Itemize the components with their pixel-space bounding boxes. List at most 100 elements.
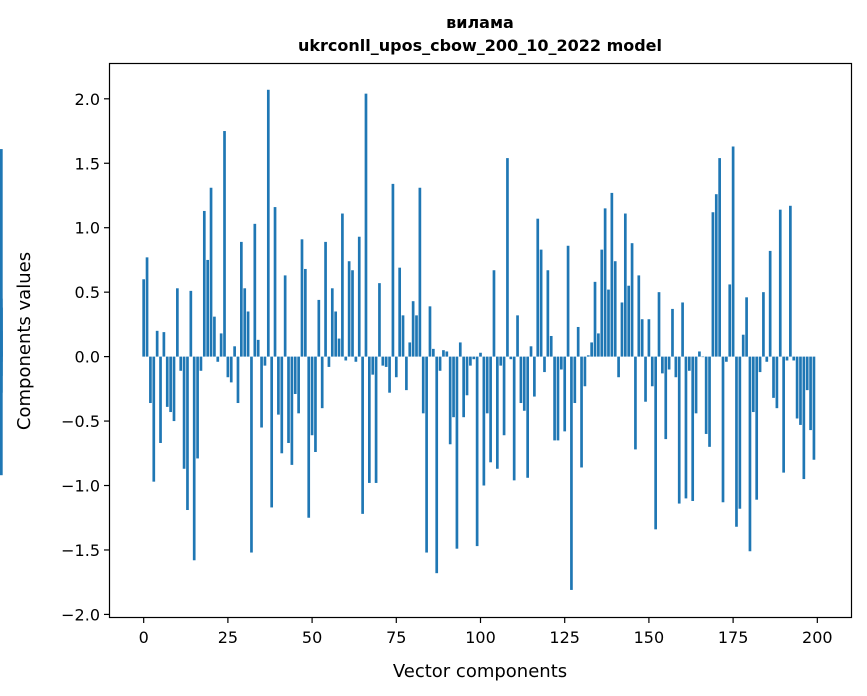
bar-157 <box>671 308 674 357</box>
y-tick-label-2: −1.0 <box>61 477 100 496</box>
bar-132 <box>586 355 590 357</box>
y-tick-label-0: −2.0 <box>61 605 100 624</box>
bar-126 <box>566 245 570 357</box>
bar-19 <box>206 259 210 357</box>
bar-33 <box>253 223 257 357</box>
bar-167 <box>704 356 708 434</box>
bar-75 <box>394 356 398 378</box>
bar-168 <box>708 356 711 447</box>
bar-137 <box>603 208 607 357</box>
bar-0 <box>142 279 146 357</box>
bar-119 <box>543 356 546 373</box>
bar-190 <box>782 356 785 473</box>
bar-189 <box>778 209 782 357</box>
bar-51 <box>314 356 317 452</box>
bar-76 <box>398 267 402 357</box>
bar-96 <box>465 356 469 396</box>
bar-125 <box>563 356 567 432</box>
bar-151 <box>650 356 654 387</box>
x-tick-label-75: 75 <box>386 628 406 647</box>
bar-158 <box>674 356 678 378</box>
x-tick-label-50: 50 <box>302 628 322 647</box>
bar-20 <box>209 187 213 357</box>
bar-134 <box>593 281 597 357</box>
bar-35 <box>260 356 263 428</box>
plot-frame <box>108 62 853 619</box>
bar-192 <box>789 205 792 357</box>
bar-113 <box>522 356 526 411</box>
bar-60 <box>344 356 348 361</box>
y-tick-label-5: 0.5 <box>75 283 100 302</box>
bar-14 <box>189 290 193 357</box>
bar-45 <box>293 356 297 394</box>
bar-34 <box>256 339 260 357</box>
bar-57 <box>334 311 338 357</box>
bar-24 <box>223 131 226 357</box>
bar-103 <box>489 356 492 463</box>
bar-141 <box>617 356 620 378</box>
bar-131 <box>583 356 587 387</box>
bar-199 <box>812 356 816 460</box>
bar-78 <box>405 356 408 391</box>
bar-155 <box>664 356 668 440</box>
y-tick-label-8: 2.0 <box>75 90 100 109</box>
bar-84 <box>425 356 428 553</box>
bar-95 <box>462 356 465 418</box>
bar-81 <box>415 315 418 357</box>
bar-97 <box>469 356 472 366</box>
bar-124 <box>559 356 563 370</box>
x-tick-label-0: 0 <box>139 628 149 647</box>
bar-23 <box>219 333 223 357</box>
bar-109 <box>509 356 513 360</box>
bar-90 <box>445 351 449 357</box>
bar-185 <box>765 356 769 362</box>
bar-22 <box>216 356 220 362</box>
bar-166 <box>701 356 705 358</box>
x-tick-label-150: 150 <box>634 628 665 647</box>
bar-162 <box>687 356 691 371</box>
y-tick-label-6: 1.0 <box>75 219 100 238</box>
y-tick-label-4: 0.0 <box>75 348 100 367</box>
y-axis-ticks: −2.0 −1.5 −1.0 −0.5 0.0 0.5 1.0 1.5 2.0 <box>61 90 110 624</box>
bar-110 <box>512 356 516 481</box>
bar-160 <box>681 302 684 357</box>
bar-176 <box>735 356 738 527</box>
bar-130 <box>580 356 583 468</box>
bar-105 <box>495 356 499 469</box>
bar-1 <box>145 257 149 357</box>
bar-91 <box>448 356 452 445</box>
bar-72 <box>384 356 388 367</box>
bar-80 <box>411 301 415 357</box>
bar-43 <box>287 356 290 443</box>
bar-15 <box>192 356 196 561</box>
bar-27 <box>233 346 236 357</box>
bar-42 <box>283 275 287 357</box>
bar-2 <box>149 356 152 404</box>
bar-61 <box>347 261 351 357</box>
chart-title: вилама <box>446 13 514 32</box>
bar-173 <box>725 356 728 362</box>
bar-149 <box>644 356 647 402</box>
bar-118 <box>539 249 543 357</box>
bar-77 <box>401 315 405 357</box>
bar-undefined <box>0 307 3 357</box>
bar-164 <box>694 356 698 414</box>
bar-178 <box>741 334 745 357</box>
y-tick-label-1: −1.5 <box>61 541 100 560</box>
bar-106 <box>499 356 503 366</box>
bar-186 <box>768 250 772 357</box>
bar-63 <box>354 356 358 362</box>
x-tick-label-175: 175 <box>718 628 749 647</box>
bar-29 <box>240 241 243 357</box>
bar-70 <box>378 283 381 357</box>
bar-46 <box>297 356 300 414</box>
bar-111 <box>516 315 519 357</box>
bar-92 <box>452 356 455 418</box>
bar-180 <box>748 356 752 552</box>
bar-179 <box>745 297 748 357</box>
bar-184 <box>762 292 765 357</box>
bar-98 <box>472 356 476 360</box>
bar-52 <box>317 299 321 357</box>
bar-74 <box>391 183 395 357</box>
bar-41 <box>280 356 284 454</box>
